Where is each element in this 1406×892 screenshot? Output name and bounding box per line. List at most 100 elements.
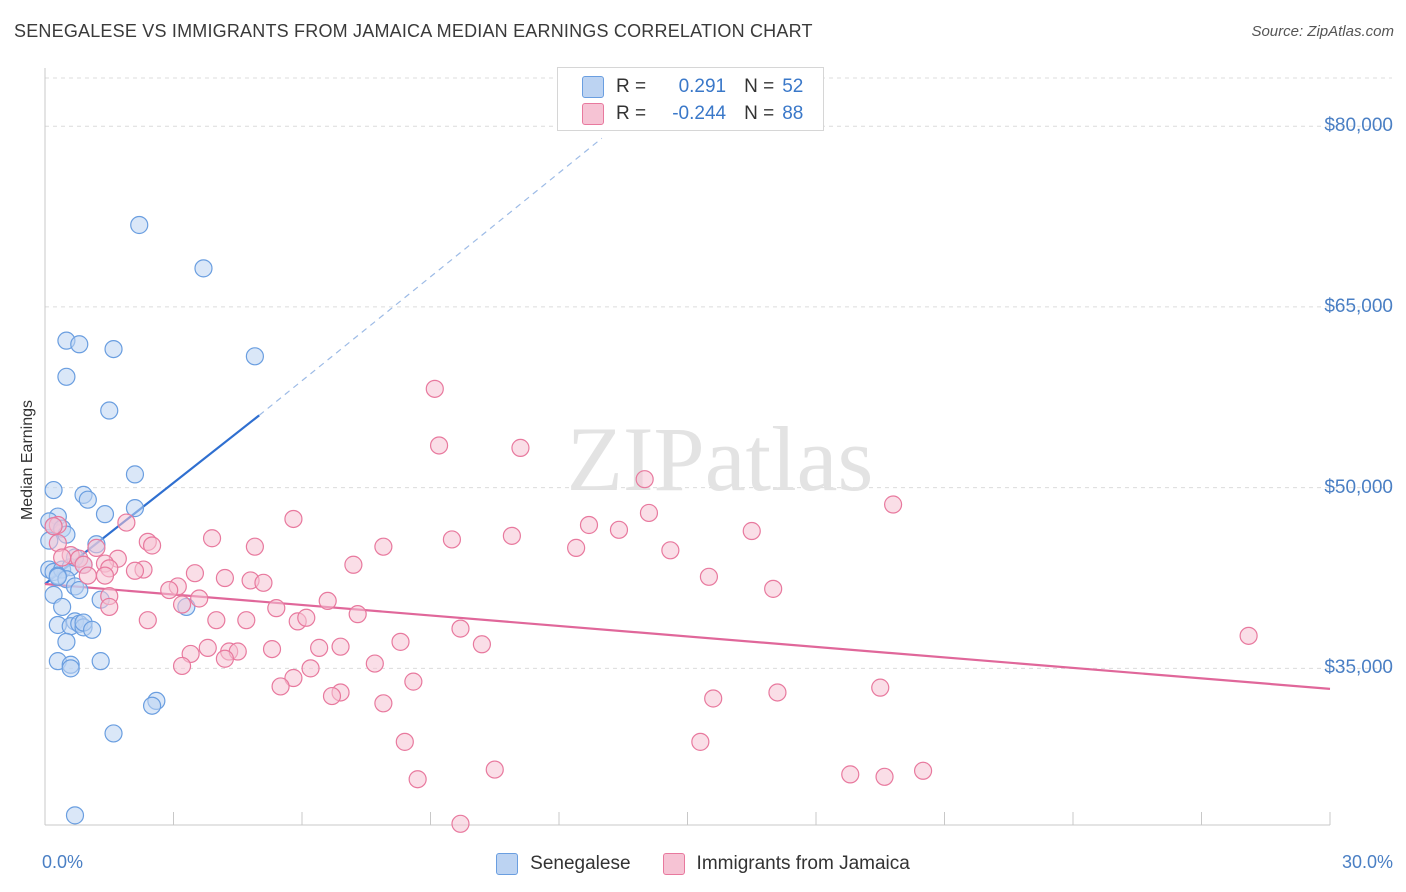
legend-r-value: -0.244 bbox=[672, 103, 727, 124]
correlation-legend: R = 0.291 N = 52 R = -0.244 N = 88 bbox=[557, 67, 824, 131]
point-jamaica bbox=[87, 538, 106, 557]
legend-swatch-blue bbox=[496, 853, 519, 875]
point-jamaica bbox=[271, 677, 290, 696]
point-jamaica bbox=[742, 521, 761, 541]
chart-title: SENEGALESE VS IMMIGRANTS FROM JAMAICA ME… bbox=[14, 21, 813, 41]
point-jamaica bbox=[511, 438, 530, 457]
point-senegalese bbox=[83, 620, 102, 639]
point-senegalese bbox=[104, 724, 123, 743]
point-senegalese bbox=[57, 632, 76, 651]
point-senegalese bbox=[245, 347, 264, 366]
point-senegalese bbox=[142, 696, 162, 715]
point-jamaica bbox=[344, 555, 363, 574]
point-senegalese bbox=[95, 505, 115, 524]
point-jamaica bbox=[451, 619, 470, 638]
point-jamaica bbox=[172, 595, 192, 614]
trend-line-extension bbox=[258, 137, 603, 416]
point-jamaica bbox=[297, 608, 316, 627]
point-jamaica bbox=[53, 548, 72, 567]
point-jamaica bbox=[245, 537, 264, 556]
point-jamaica bbox=[661, 541, 680, 560]
point-jamaica bbox=[198, 638, 217, 657]
point-jamaica bbox=[215, 568, 234, 588]
legend-r-label: R = bbox=[616, 103, 647, 124]
point-jamaica bbox=[318, 591, 337, 611]
point-senegalese bbox=[194, 259, 213, 278]
point-senegalese bbox=[70, 580, 89, 600]
point-jamaica bbox=[404, 672, 423, 691]
legend-n-label: N = bbox=[744, 76, 775, 97]
point-jamaica bbox=[429, 436, 449, 455]
point-jamaica bbox=[348, 605, 367, 624]
point-jamaica bbox=[172, 656, 192, 676]
point-jamaica bbox=[237, 611, 256, 630]
point-jamaica bbox=[875, 767, 894, 786]
data-points bbox=[40, 215, 1258, 833]
point-jamaica bbox=[267, 599, 286, 618]
point-jamaica bbox=[699, 567, 719, 586]
point-senegalese bbox=[125, 465, 145, 484]
legend-r-label: R = bbox=[616, 76, 647, 97]
point-jamaica bbox=[472, 635, 491, 654]
point-jamaica bbox=[254, 573, 273, 592]
point-jamaica bbox=[284, 509, 303, 529]
axes bbox=[44, 68, 1331, 826]
point-jamaica bbox=[635, 470, 654, 489]
watermark: ZIPatlas bbox=[567, 408, 874, 510]
point-jamaica bbox=[764, 579, 783, 598]
point-jamaica bbox=[408, 770, 427, 789]
point-jamaica bbox=[567, 538, 586, 557]
point-jamaica bbox=[331, 637, 350, 656]
legend-n-value: 88 bbox=[782, 103, 804, 124]
point-jamaica bbox=[883, 495, 903, 514]
point-senegalese bbox=[48, 567, 67, 586]
point-senegalese bbox=[57, 367, 76, 386]
point-jamaica bbox=[262, 639, 282, 659]
point-jamaica bbox=[374, 537, 393, 556]
point-jamaica bbox=[78, 566, 97, 585]
point-jamaica bbox=[425, 379, 444, 398]
point-jamaica bbox=[284, 668, 303, 688]
point-jamaica bbox=[395, 732, 414, 751]
point-jamaica bbox=[451, 814, 470, 833]
point-senegalese bbox=[104, 339, 123, 359]
point-senegalese bbox=[100, 401, 119, 420]
legend-swatch-blue bbox=[582, 76, 604, 98]
point-jamaica bbox=[138, 611, 157, 630]
point-senegalese bbox=[53, 597, 72, 617]
point-jamaica bbox=[1239, 626, 1258, 645]
point-senegalese bbox=[65, 806, 85, 825]
point-jamaica bbox=[442, 530, 462, 549]
legend-row-jamaica: R = -0.244 N = 88 bbox=[582, 101, 803, 127]
point-jamaica bbox=[301, 659, 320, 678]
point-jamaica bbox=[704, 689, 723, 708]
point-jamaica bbox=[485, 760, 504, 779]
point-jamaica bbox=[391, 632, 410, 651]
point-jamaica bbox=[322, 686, 342, 706]
point-jamaica bbox=[310, 638, 329, 657]
point-jamaica bbox=[691, 732, 710, 751]
point-jamaica bbox=[374, 694, 393, 713]
point-jamaica bbox=[117, 513, 136, 532]
point-senegalese bbox=[78, 490, 97, 509]
y-tick-label: $65,000 bbox=[1324, 295, 1393, 317]
legend-r-value: 0.291 bbox=[678, 76, 727, 97]
point-jamaica bbox=[95, 566, 115, 585]
point-senegalese bbox=[44, 480, 63, 500]
x-tick-label-max: 30.0% bbox=[1341, 852, 1393, 872]
point-jamaica bbox=[639, 503, 659, 523]
chart-source: Source: ZipAtlas.com bbox=[1251, 23, 1394, 40]
y-tick-label: $35,000 bbox=[1324, 657, 1393, 679]
point-jamaica bbox=[841, 765, 860, 784]
point-jamaica bbox=[202, 529, 222, 548]
point-jamaica bbox=[579, 515, 599, 535]
point-jamaica bbox=[502, 526, 521, 545]
point-jamaica bbox=[215, 649, 234, 668]
point-senegalese bbox=[61, 659, 80, 678]
legend-label-senegalese: Senegalese bbox=[530, 853, 631, 874]
point-jamaica bbox=[913, 761, 933, 780]
point-senegalese bbox=[130, 215, 149, 235]
point-jamaica bbox=[207, 611, 226, 630]
point-jamaica bbox=[190, 589, 209, 608]
